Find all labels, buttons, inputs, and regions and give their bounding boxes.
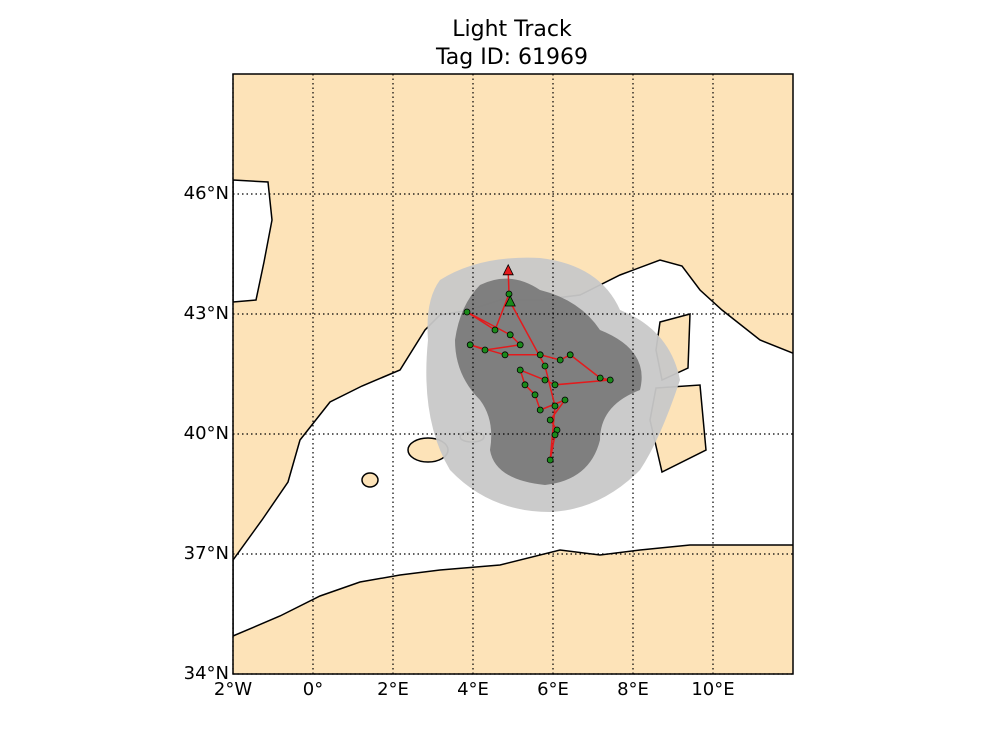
y-tick-label: 34°N [184,663,229,684]
track-point [506,331,514,339]
track-point [561,396,569,404]
track-point [531,391,539,399]
map [233,74,793,674]
track-point [541,376,549,384]
track-point [551,381,559,389]
chart-subtitle: Tag ID: 61969 [435,45,588,70]
track-point [551,402,559,410]
track-point [505,290,513,298]
atlantic [233,179,273,303]
track-point [551,431,559,439]
y-tick-label: 46°N [184,183,229,204]
track-point [546,416,554,424]
track-point [521,381,529,389]
y-tick-label: 43°N [184,303,229,324]
tick-labels: 2°W 0° 2°E 4°E 6°E 8°E 10°E 34°N 37°N 40°N 43°N 46°… [184,183,735,700]
x-tick-label: 6°E [537,679,569,700]
track-point [516,341,524,349]
track-point [491,326,499,334]
track-point [536,351,544,359]
track-point [466,341,474,349]
track-point [516,366,524,374]
track [463,263,614,464]
track-point [546,456,554,464]
track-point [481,346,489,354]
x-tick-label: 4°E [457,679,489,700]
track-point [606,376,614,384]
track-point [566,351,574,359]
x-tick-label: 0° [303,679,323,700]
track-point [556,356,564,364]
track-point [501,351,509,359]
track-point [463,308,471,316]
track-point [536,406,544,414]
y-tick-label: 40°N [184,423,229,444]
track-endpoint [504,295,516,307]
track-endpoint [502,263,514,276]
x-tick-label: 8°E [617,679,649,700]
ibiza [361,472,379,488]
track-point [596,374,604,382]
x-tick-label: 2°W [214,679,252,700]
x-tick-label: 10°E [691,679,734,700]
chart-title: Light Track [452,17,572,42]
x-tick-label: 2°E [377,679,409,700]
track-point [541,362,549,370]
frame [232,73,794,675]
y-tick-label: 37°N [184,543,229,564]
